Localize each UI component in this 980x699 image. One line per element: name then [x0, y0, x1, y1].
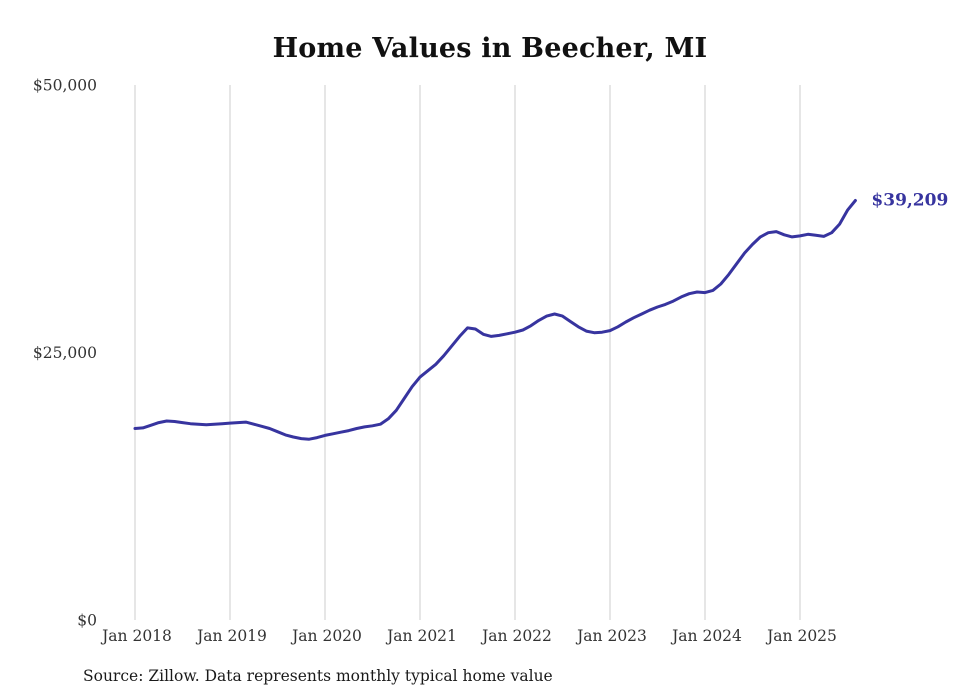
x-tick-label: Jan 2024: [670, 627, 742, 645]
value-line: [133, 199, 857, 441]
x-tick-label: Jan 2025: [765, 627, 837, 645]
x-tick-label: Jan 2022: [480, 627, 552, 645]
x-tick-label: Jan 2023: [575, 627, 647, 645]
x-tick-label: Jan 2021: [385, 627, 457, 645]
y-tick-label: $50,000: [33, 77, 97, 95]
y-tick-label: $25,000: [33, 344, 97, 362]
x-tick-label: Jan 2018: [100, 627, 172, 645]
chart-title: Home Values in Beecher, MI: [272, 33, 708, 64]
source-note: Source: Zillow. Data represents monthly …: [83, 667, 553, 685]
end-value-label: $39,209: [871, 190, 948, 210]
x-tick-label: Jan 2020: [290, 627, 362, 645]
y-tick-label: $0: [77, 612, 97, 630]
x-tick-label: Jan 2019: [195, 627, 267, 645]
